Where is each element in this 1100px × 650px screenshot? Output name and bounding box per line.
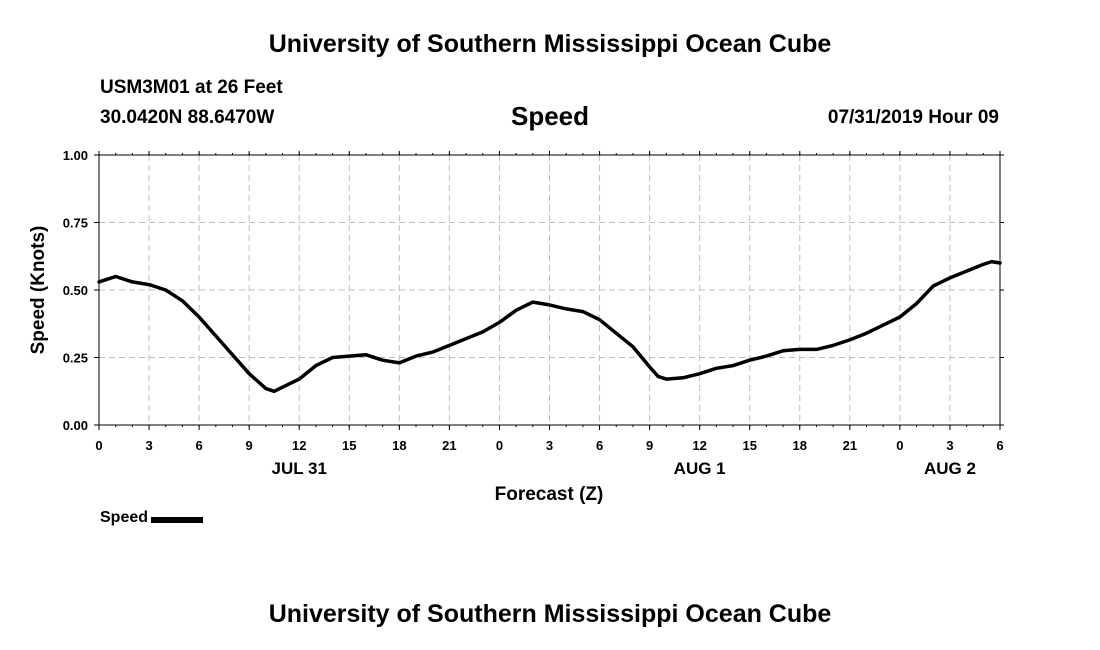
x-tick-label: 9 xyxy=(246,438,253,453)
x-tick-label: 15 xyxy=(342,438,356,453)
legend-label: Speed xyxy=(100,509,149,526)
y-tick-label: 0.00 xyxy=(63,418,88,433)
legend: Speed xyxy=(100,509,204,527)
y-axis-label: Speed (Knots) xyxy=(28,226,49,355)
y-tick-label: 0.25 xyxy=(63,351,88,366)
axes xyxy=(94,151,1004,430)
x-tick-label: 6 xyxy=(996,438,1003,453)
x-tick-label: 21 xyxy=(442,438,456,453)
series-line-speed xyxy=(97,259,1002,394)
x-tick-label: 21 xyxy=(843,438,857,453)
x-tick-label: 0 xyxy=(496,438,503,453)
y-tick-labels: 0.00 0.25 0.50 0.75 1.00 xyxy=(63,148,88,433)
day-label: AUG 2 xyxy=(924,459,976,478)
x-tick-label: 3 xyxy=(145,438,152,453)
x-tick-label: 18 xyxy=(793,438,807,453)
page-title-bottom: University of Southern Mississippi Ocean… xyxy=(268,600,832,628)
chart-title: Speed xyxy=(510,101,590,131)
day-labels: JUL 31 AUG 1 AUG 2 xyxy=(271,459,975,478)
x-tick-label: 6 xyxy=(195,438,202,453)
series-group xyxy=(97,259,1002,394)
timestamp-label: 07/31/2019 Hour 09 xyxy=(827,107,999,128)
x-tick-label: 12 xyxy=(692,438,706,453)
x-tick-label: 12 xyxy=(292,438,306,453)
x-tick-labels: 0 3 6 9 12 15 18 21 0 3 6 9 12 15 18 21 0 3 6 xyxy=(95,438,1003,453)
x-tick-label: 3 xyxy=(946,438,953,453)
x-axis-label: Forecast (Z) xyxy=(495,484,604,505)
x-tick-label: 18 xyxy=(392,438,406,453)
x-tick-label: 15 xyxy=(742,438,756,453)
x-tick-label: 3 xyxy=(546,438,553,453)
x-tick-label: 9 xyxy=(646,438,653,453)
x-tick-label: 6 xyxy=(596,438,603,453)
day-label: JUL 31 xyxy=(271,459,326,478)
coordinates-label: 30.0420N 88.6470W xyxy=(100,107,275,128)
x-tick-label: 0 xyxy=(896,438,903,453)
plot-frame xyxy=(98,154,1001,426)
station-label: USM3M01 at 26 Feet xyxy=(100,77,283,98)
grid-lines xyxy=(99,155,1000,425)
y-tick-label: 0.75 xyxy=(63,216,88,231)
y-tick-label: 0.50 xyxy=(63,283,88,298)
legend-swatch xyxy=(151,517,204,523)
x-tick-label: 0 xyxy=(95,438,102,453)
day-label: AUG 1 xyxy=(674,459,726,478)
y-tick-label: 1.00 xyxy=(63,148,88,163)
page-title-top: University of Southern Mississippi Ocean… xyxy=(268,30,832,58)
